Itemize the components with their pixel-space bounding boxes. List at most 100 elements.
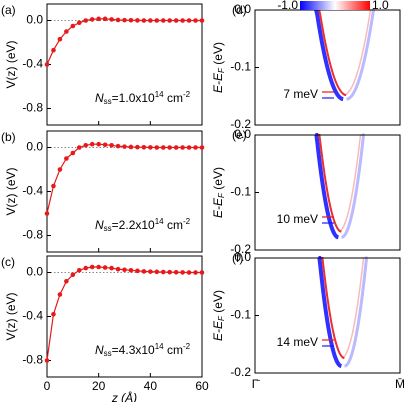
data-point [76, 20, 82, 26]
annotation-part: 14 [155, 90, 164, 99]
data-point [102, 142, 108, 148]
data-point [115, 17, 121, 23]
data-point [109, 143, 114, 148]
annotation-part: ss [104, 349, 112, 358]
band-left [317, 256, 342, 369]
band-right [346, 8, 375, 101]
y-tick-label: -0.1 [230, 60, 251, 74]
data-point [44, 211, 50, 216]
annotation-part: ss [104, 224, 112, 233]
data-point [83, 265, 89, 271]
data-point [128, 17, 134, 23]
data-point [199, 145, 205, 150]
data-point [141, 144, 147, 150]
y-label-part: E-E [211, 197, 225, 218]
y-label-part: (eV) [211, 290, 225, 316]
data-point [148, 18, 153, 23]
colorbar [300, 1, 370, 10]
band-right [344, 256, 368, 368]
band-right [341, 257, 365, 359]
data-point [109, 17, 114, 22]
panel-label: (c) [1, 255, 15, 269]
data-point [154, 269, 160, 275]
y-label-part: E-E [211, 72, 225, 93]
y-tick-label: 0.0 [26, 13, 43, 27]
y-axis-label: V(z) (eV) [4, 167, 18, 215]
data-point [44, 62, 50, 67]
data-point [109, 265, 114, 271]
y-tick-label: -0.8 [22, 228, 43, 242]
data-point [102, 265, 108, 270]
annotation-part: -2 [183, 217, 191, 226]
y-label-part: (eV) [211, 167, 225, 193]
data-point [115, 143, 121, 149]
annotation: Nss=1.0x1014 cm-2 [95, 90, 191, 106]
data-point [135, 18, 140, 23]
data-point [167, 18, 173, 23]
data-point [76, 268, 82, 273]
data-point [180, 270, 185, 275]
annotation-part: ss [104, 97, 112, 106]
data-point [122, 267, 127, 273]
annotation-part: cm [164, 91, 183, 105]
y-tick-label: -0.1 [230, 308, 251, 322]
annotation: 10 meV [277, 212, 318, 226]
x-tick-label: 60 [195, 379, 209, 393]
y-tick-label: -0.2 [230, 117, 251, 131]
data-point [186, 270, 192, 275]
y-axis-label: V(z) (eV) [4, 40, 18, 88]
x-tick-label: Γ̄ [252, 377, 261, 391]
data-point [160, 18, 166, 23]
data-point [160, 145, 166, 150]
y-tick-label: -0.4 [22, 309, 43, 323]
data-point [128, 268, 134, 273]
annotation-part: -2 [183, 90, 191, 99]
data-point [51, 312, 56, 317]
band-right [338, 134, 362, 233]
data-point [148, 145, 153, 150]
data-point [96, 141, 101, 147]
data-point [122, 17, 127, 23]
data-point [141, 18, 147, 23]
data-point [44, 358, 50, 363]
data-point [160, 269, 166, 275]
y-label-part: F [217, 315, 226, 321]
y-tick-label: -0.4 [22, 57, 43, 71]
y-tick-label: 0.0 [26, 140, 43, 154]
annotation: Nss=2.2x1014 cm-2 [95, 217, 191, 233]
annotation-part: N [95, 343, 104, 357]
data-line [46, 143, 202, 214]
band-left [314, 8, 344, 102]
data-point [154, 145, 160, 150]
data-point [83, 143, 89, 148]
y-tick-label: -0.1 [230, 185, 251, 199]
data-point [76, 145, 82, 150]
panel-label: (a) [1, 3, 16, 17]
data-point [135, 268, 140, 274]
data-point [57, 167, 63, 172]
annotation-part: 14 [155, 342, 164, 351]
y-label-part: E-E [211, 320, 225, 341]
data-point [122, 144, 127, 149]
data-point [89, 141, 95, 147]
data-point [193, 18, 198, 23]
data-point [51, 183, 56, 189]
x-tick-label: 20 [92, 379, 106, 393]
annotation: Nss=4.3x1014 cm-2 [95, 342, 191, 358]
y-tick-label: 0.0 [234, 250, 251, 264]
data-line [46, 18, 202, 65]
annotation-part: cm [164, 218, 183, 232]
data-point [70, 23, 76, 29]
annotation-part: -2 [183, 342, 191, 351]
annotation-part: =2.2x10 [112, 218, 155, 232]
y-axis-label: E-EF (eV) [211, 167, 226, 218]
annotation-part: N [95, 218, 104, 232]
colorbar-label: -1.0 [277, 0, 298, 12]
y-tick-label: 0.0 [26, 265, 43, 279]
data-point [51, 47, 56, 53]
x-axis-label: z (Å) [111, 390, 137, 402]
data-point [57, 36, 63, 42]
plot-frame [46, 255, 203, 378]
data-point [186, 145, 192, 150]
